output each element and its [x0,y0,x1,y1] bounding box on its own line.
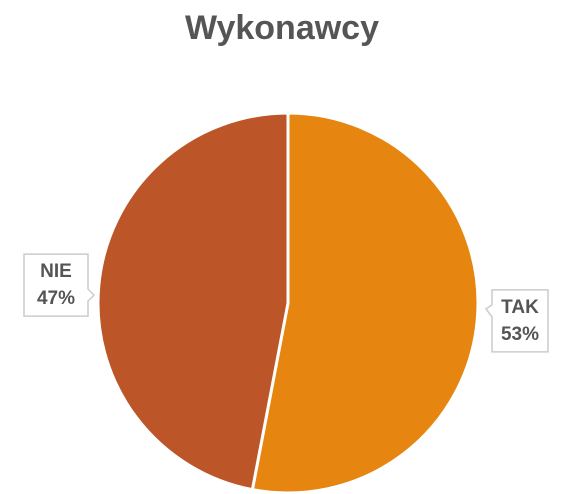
label-box [484,289,549,353]
pie-slice [250,111,480,494]
label-value: 47% [37,288,75,309]
label-box [23,253,96,317]
label-category: TAK [501,297,539,318]
label-value: 53% [501,324,539,345]
pie-slice [96,111,290,492]
label-category: NIE [40,261,72,282]
chart-title: Wykonawcy [185,9,379,47]
